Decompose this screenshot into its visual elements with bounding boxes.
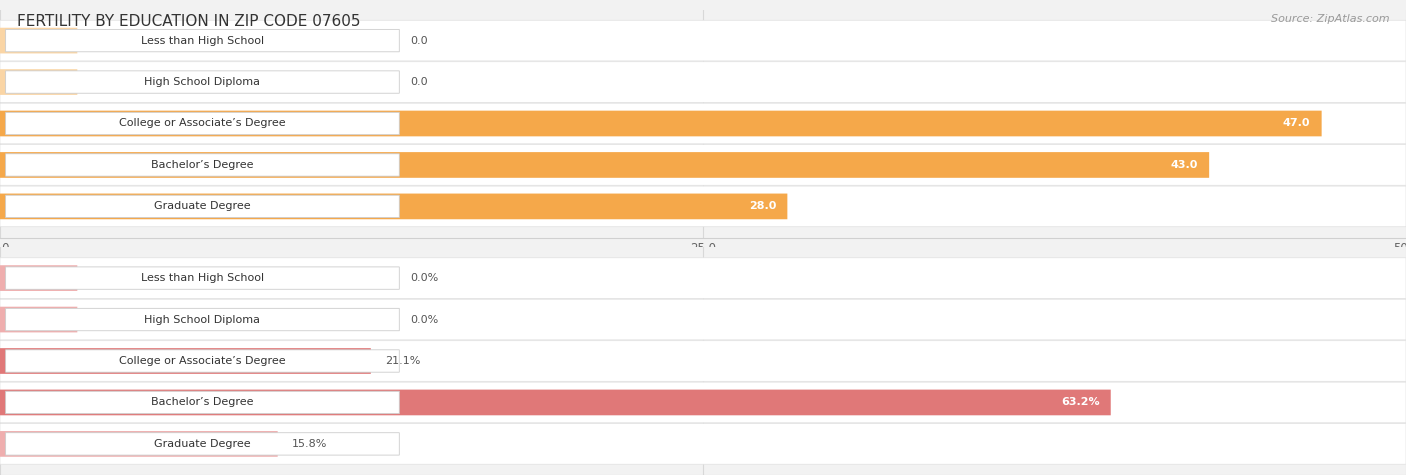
FancyBboxPatch shape (0, 111, 1322, 136)
Text: Bachelor’s Degree: Bachelor’s Degree (152, 398, 253, 408)
FancyBboxPatch shape (6, 71, 399, 93)
Text: 0.0%: 0.0% (411, 314, 439, 324)
FancyBboxPatch shape (0, 69, 77, 95)
Text: Graduate Degree: Graduate Degree (155, 201, 250, 211)
FancyBboxPatch shape (6, 267, 399, 289)
Text: 0.0: 0.0 (411, 77, 429, 87)
FancyBboxPatch shape (0, 431, 278, 457)
Text: FERTILITY BY EDUCATION IN ZIP CODE 07605: FERTILITY BY EDUCATION IN ZIP CODE 07605 (17, 14, 360, 29)
FancyBboxPatch shape (0, 424, 1406, 464)
Text: 28.0: 28.0 (749, 201, 776, 211)
Text: Less than High School: Less than High School (141, 273, 264, 283)
Text: High School Diploma: High School Diploma (145, 77, 260, 87)
FancyBboxPatch shape (0, 307, 77, 332)
FancyBboxPatch shape (6, 195, 399, 218)
FancyBboxPatch shape (6, 29, 399, 52)
FancyBboxPatch shape (0, 152, 1209, 178)
Text: 0.0%: 0.0% (411, 273, 439, 283)
FancyBboxPatch shape (0, 62, 1406, 102)
FancyBboxPatch shape (0, 186, 1406, 227)
Text: 43.0: 43.0 (1171, 160, 1198, 170)
FancyBboxPatch shape (0, 382, 1406, 423)
Text: 21.1%: 21.1% (385, 356, 420, 366)
Text: Less than High School: Less than High School (141, 36, 264, 46)
FancyBboxPatch shape (0, 341, 1406, 381)
FancyBboxPatch shape (6, 308, 399, 331)
FancyBboxPatch shape (0, 265, 77, 291)
FancyBboxPatch shape (0, 258, 1406, 298)
FancyBboxPatch shape (0, 145, 1406, 185)
FancyBboxPatch shape (6, 154, 399, 176)
FancyBboxPatch shape (0, 20, 1406, 61)
Text: Graduate Degree: Graduate Degree (155, 439, 250, 449)
FancyBboxPatch shape (0, 28, 77, 54)
FancyBboxPatch shape (0, 103, 1406, 144)
FancyBboxPatch shape (0, 193, 787, 219)
FancyBboxPatch shape (6, 112, 399, 135)
FancyBboxPatch shape (6, 350, 399, 372)
FancyBboxPatch shape (0, 348, 371, 374)
Text: College or Associate’s Degree: College or Associate’s Degree (120, 356, 285, 366)
Text: College or Associate’s Degree: College or Associate’s Degree (120, 118, 285, 129)
FancyBboxPatch shape (0, 390, 1111, 415)
FancyBboxPatch shape (6, 433, 399, 455)
FancyBboxPatch shape (6, 391, 399, 414)
Text: 63.2%: 63.2% (1062, 398, 1099, 408)
Text: High School Diploma: High School Diploma (145, 314, 260, 324)
Text: 15.8%: 15.8% (292, 439, 328, 449)
Text: Bachelor’s Degree: Bachelor’s Degree (152, 160, 253, 170)
FancyBboxPatch shape (0, 299, 1406, 340)
Text: Source: ZipAtlas.com: Source: ZipAtlas.com (1271, 14, 1389, 24)
Text: 47.0: 47.0 (1282, 118, 1310, 129)
Text: 0.0: 0.0 (411, 36, 429, 46)
